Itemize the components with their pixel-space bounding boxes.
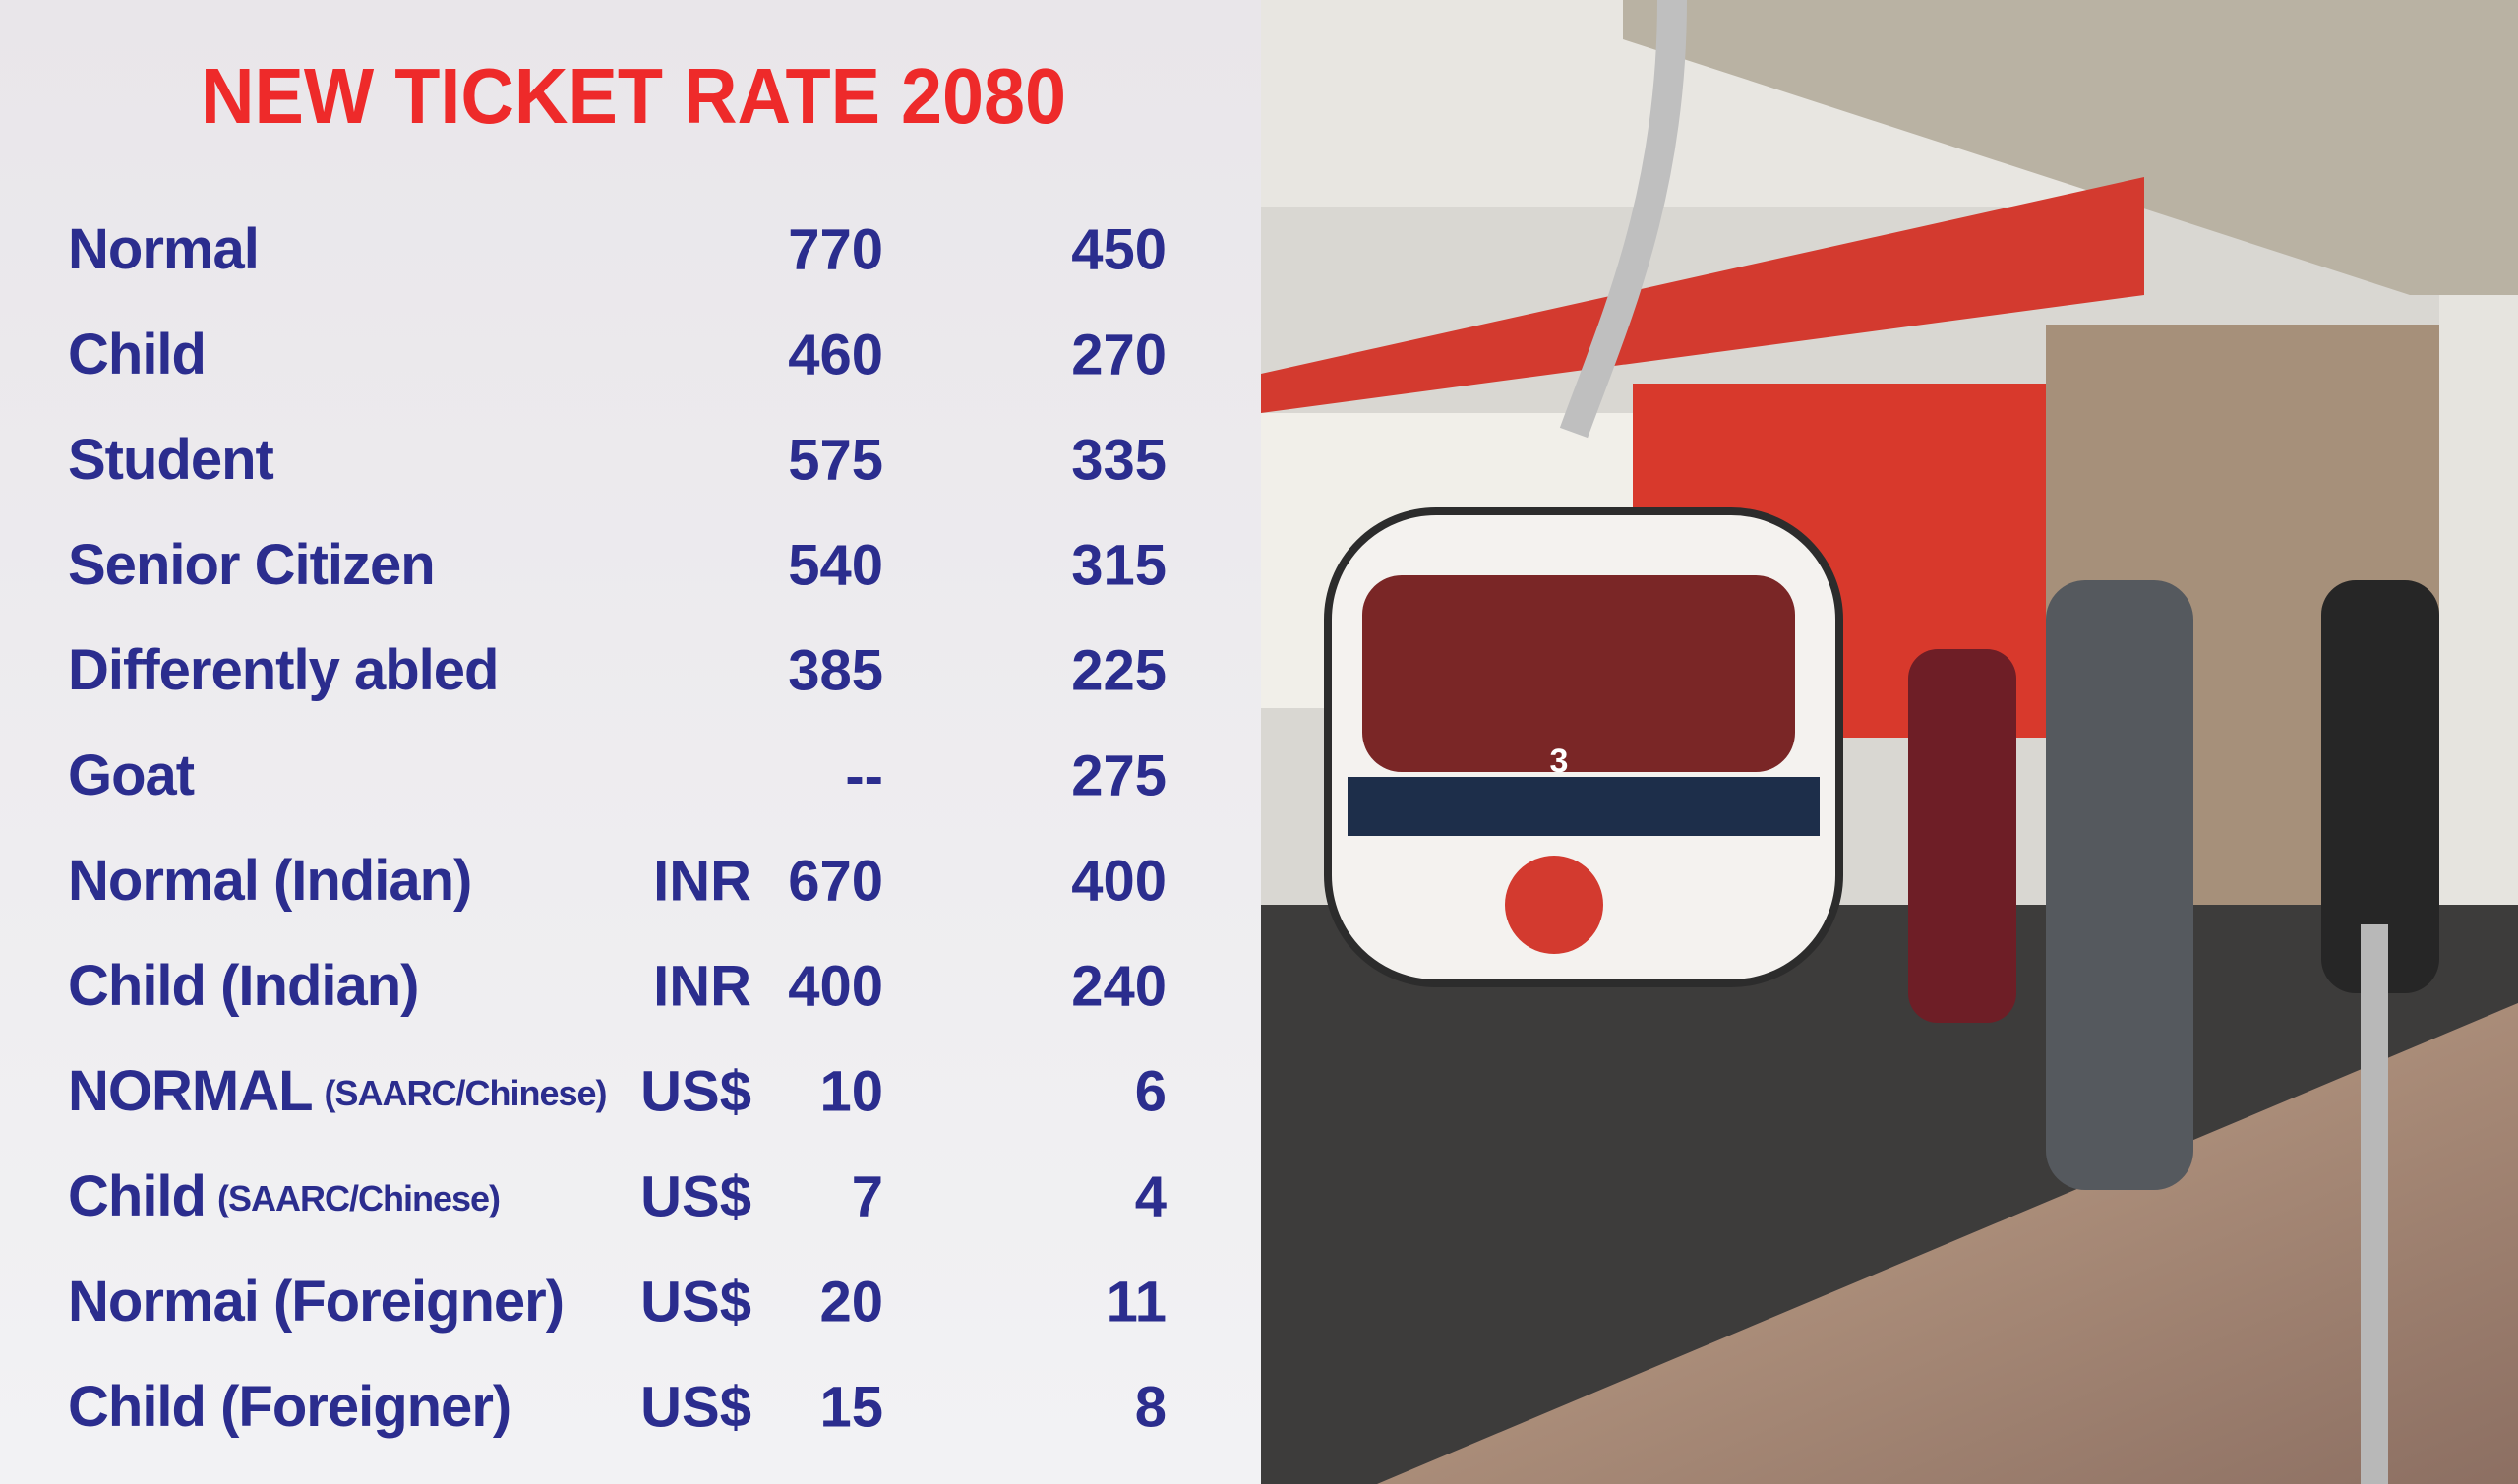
title: NEW TICKET RATE 2080 — [201, 52, 1066, 140]
rate-row: Goat -- 275 — [68, 743, 1167, 807]
rate-col2: 11 — [1107, 1270, 1167, 1334]
rate-col1: -- — [845, 743, 883, 807]
rate-row: Child (Indian) INR 400 240 — [68, 954, 1167, 1018]
row-label: Student — [68, 428, 274, 492]
rate-col2: 4 — [1135, 1164, 1167, 1228]
rate-col1: 10 — [819, 1059, 883, 1123]
label: Child — [68, 323, 206, 386]
rate-col2: 400 — [1071, 849, 1167, 913]
qualifier: (SAARC/Chinese) — [217, 1178, 500, 1218]
rate-col2: 275 — [1071, 743, 1167, 807]
rate-col1: 400 — [788, 954, 883, 1018]
label: Normai (Foreigner) — [68, 1270, 564, 1334]
currency: INR — [653, 954, 751, 1018]
label: Student — [68, 428, 274, 492]
rate-row: Differently abled 385 225 — [68, 638, 1167, 702]
stanchion — [2361, 924, 2388, 1484]
rate-row: Normal 770 450 — [68, 217, 1167, 281]
qualifier: (SAARC/Chinese) — [325, 1073, 607, 1113]
red-stripe — [1261, 177, 2144, 413]
rate-col2: 335 — [1071, 428, 1167, 492]
label: Normal (Indian) — [68, 849, 471, 913]
rate-row: Child (SAARC/Chinese) US$ 7 4 — [68, 1164, 1167, 1228]
ceiling-beam — [1623, 0, 2518, 295]
rate-col2: 225 — [1071, 638, 1167, 702]
label: NORMAL — [68, 1059, 313, 1123]
rate-col1: 7 — [852, 1164, 883, 1228]
currency: INR — [653, 849, 751, 913]
rate-col1: 575 — [788, 428, 883, 492]
rate-col2: 6 — [1135, 1059, 1167, 1123]
person — [2046, 580, 2193, 1190]
rate-row: NORMAL (SAARC/Chinese) US$ 10 6 — [68, 1059, 1167, 1123]
pillar — [2439, 295, 2518, 1003]
currency: US$ — [640, 1059, 751, 1123]
rate-col2: 450 — [1071, 217, 1167, 281]
tiles — [1377, 1003, 2518, 1484]
rate-col2: 270 — [1071, 323, 1167, 386]
person — [2321, 580, 2439, 993]
rate-row: Child 460 270 — [68, 323, 1167, 386]
row-label: Child (SAARC/Chinese) — [68, 1164, 500, 1228]
row-label: Child (Indian) — [68, 954, 419, 1018]
rate-col1: 670 — [788, 849, 883, 913]
hanger — [1559, 0, 1687, 439]
rate-col1: 540 — [788, 533, 883, 597]
label: Differently abled — [68, 638, 498, 702]
rate-row: Child (Foreigner) US$ 15 8 — [68, 1375, 1167, 1439]
rate-col2: 315 — [1071, 533, 1167, 597]
row-label: NORMAL (SAARC/Chinese) — [68, 1059, 607, 1123]
row-label: Normal (Indian) — [68, 849, 471, 913]
rate-col2: 240 — [1071, 954, 1167, 1018]
car-band — [1348, 777, 1820, 836]
currency: US$ — [640, 1164, 751, 1228]
currency: US$ — [640, 1270, 751, 1334]
table-panel — [0, 0, 1261, 1484]
rate-col1: 460 — [788, 323, 883, 386]
car-number: 3 — [1550, 742, 1569, 780]
row-label: Child — [68, 323, 206, 386]
rate-col1: 385 — [788, 638, 883, 702]
car-window — [1362, 575, 1795, 772]
person — [1908, 649, 2016, 1023]
row-label: Senior Citizen — [68, 533, 435, 597]
row-label: Normai (Foreigner) — [68, 1270, 564, 1334]
label: Normal — [68, 217, 259, 281]
row-label: Differently abled — [68, 638, 498, 702]
rate-row: Normai (Foreigner) US$ 20 11 — [68, 1270, 1167, 1334]
label: Child (Foreigner) — [68, 1375, 510, 1439]
row-label: Goat — [68, 743, 195, 807]
rate-row: Normal (Indian) INR 670 400 — [68, 849, 1167, 913]
photo: 3 — [1261, 0, 2518, 1484]
label: Senior Citizen — [68, 533, 435, 597]
row-label: Normal — [68, 217, 259, 281]
rate-row: Student 575 335 — [68, 428, 1167, 492]
rate-table: Normal 770 450 Child 460 270 Student 575 335 Seni… — [68, 217, 1167, 1439]
car-logo — [1505, 856, 1603, 954]
rate-col1: 20 — [819, 1270, 883, 1334]
rate-col1: 15 — [819, 1375, 883, 1439]
label: Child (Indian) — [68, 954, 419, 1018]
label: Goat — [68, 743, 195, 807]
rate-col2: 8 — [1135, 1375, 1167, 1439]
label: Child — [68, 1164, 206, 1228]
currency: US$ — [640, 1375, 751, 1439]
rate-col1: 770 — [788, 217, 883, 281]
row-label: Child (Foreigner) — [68, 1375, 510, 1439]
rate-row: Senior Citizen 540 315 — [68, 533, 1167, 597]
